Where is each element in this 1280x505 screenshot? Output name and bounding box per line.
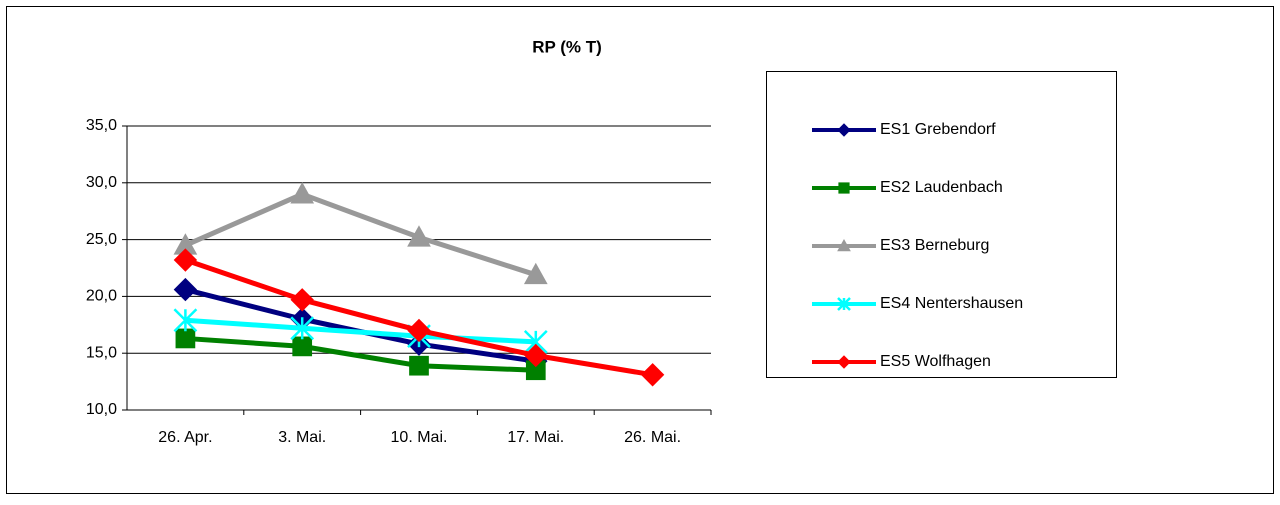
legend-label: ES1 Grebendorf xyxy=(880,121,996,138)
marker xyxy=(837,123,851,137)
marker xyxy=(290,288,314,312)
x-tick-label: 17. Mai. xyxy=(507,429,564,446)
marker xyxy=(523,262,548,285)
marker xyxy=(173,308,198,333)
marker xyxy=(290,316,315,341)
marker xyxy=(837,355,851,369)
x-tick-label: 26. Mai. xyxy=(624,429,681,446)
marker xyxy=(173,277,198,302)
marker xyxy=(407,318,431,343)
marker xyxy=(292,336,313,357)
legend-label: ES5 Wolfhagen xyxy=(880,353,991,370)
marker xyxy=(173,248,198,272)
y-tick-label: 25,0 xyxy=(86,231,117,248)
marker xyxy=(640,363,665,387)
legend-box xyxy=(766,71,1117,378)
legend-label: ES3 Berneburg xyxy=(880,237,989,254)
x-tick-label: 3. Mai. xyxy=(278,429,326,446)
y-tick-label: 30,0 xyxy=(86,174,117,191)
marker xyxy=(409,355,429,376)
y-tick-label: 10,0 xyxy=(86,401,117,418)
marker xyxy=(290,182,315,204)
marker xyxy=(407,225,431,247)
marker xyxy=(524,343,548,368)
marker xyxy=(837,238,851,252)
marker xyxy=(175,328,196,349)
y-tick-label: 20,0 xyxy=(86,288,117,305)
series-line xyxy=(185,335,536,373)
marker xyxy=(837,297,851,311)
x-tick-label: 10. Mai. xyxy=(391,429,448,446)
x-tick-label: 26. Apr. xyxy=(158,429,212,446)
y-tick-label: 35,0 xyxy=(86,117,117,134)
chart-title: RP (% T) xyxy=(532,37,602,56)
series-line xyxy=(185,317,536,345)
series-line xyxy=(184,191,537,278)
legend-label: ES2 Laudenbach xyxy=(880,179,1003,196)
marker xyxy=(838,182,850,194)
y-tick-label: 15,0 xyxy=(86,344,117,361)
legend-label: ES4 Nentershausen xyxy=(880,295,1023,312)
